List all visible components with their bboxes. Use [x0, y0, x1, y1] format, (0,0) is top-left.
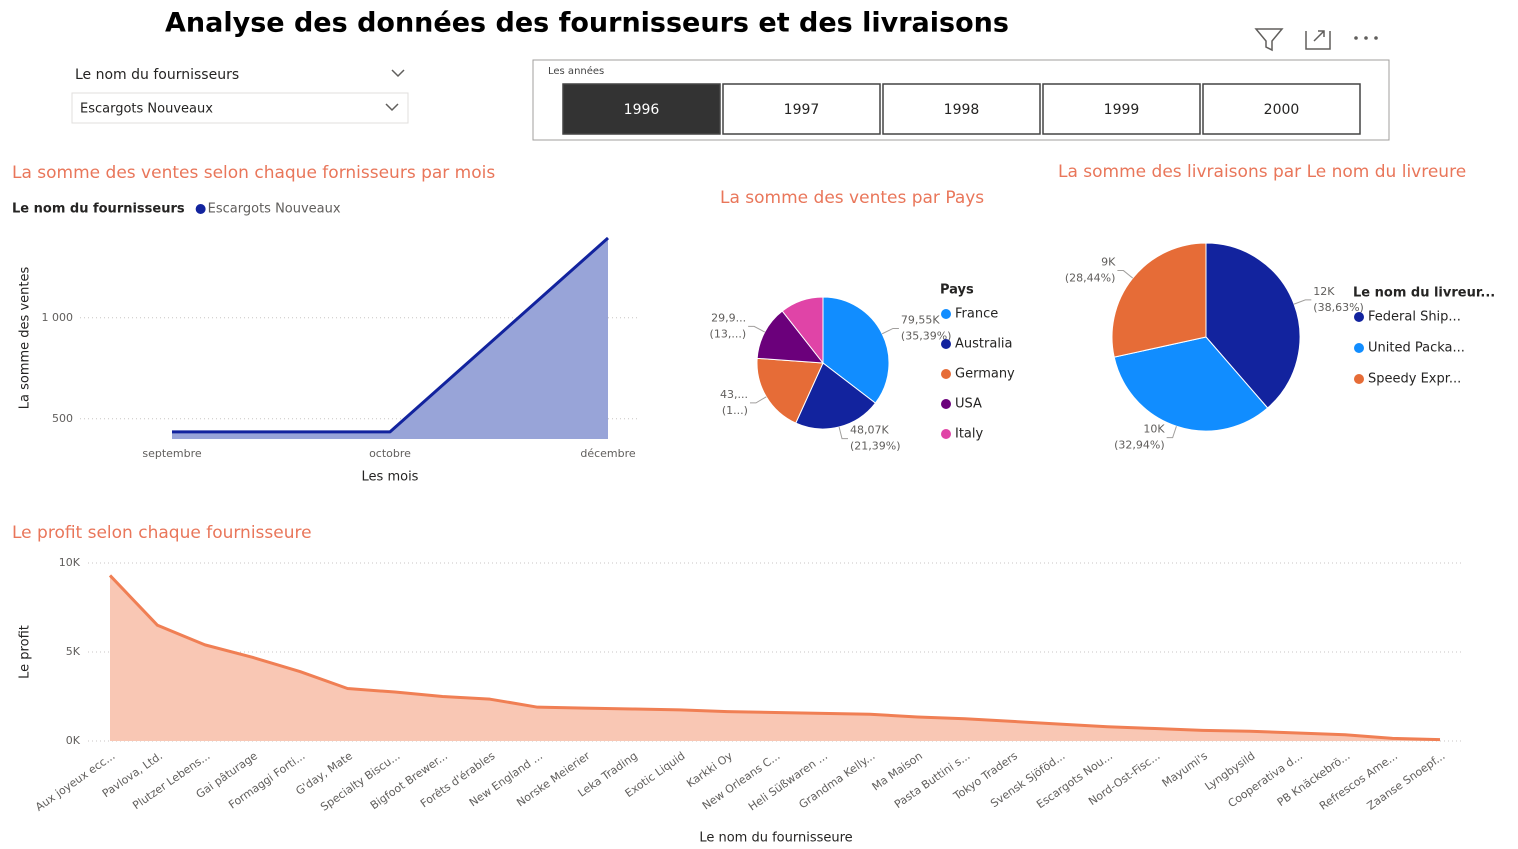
- pie-slice: [822, 296, 890, 404]
- slicer-frame: [532, 59, 1390, 141]
- dropdown-chevron[interactable]: [385, 103, 399, 112]
- legend-marker[interactable]: [941, 339, 951, 349]
- legend-label[interactable]: Italy: [955, 427, 984, 442]
- data-label: 9K: [1101, 256, 1116, 269]
- legend-label[interactable]: Germany: [955, 367, 1015, 382]
- y-axis-title: La somme des ventes: [18, 267, 33, 410]
- year-button[interactable]: [562, 83, 721, 135]
- charts: La somme des ventes selon chaque forniss…: [12, 162, 1495, 846]
- legend-label[interactable]: USA: [955, 397, 982, 412]
- y-tick-label: 10K: [59, 556, 81, 569]
- x-tick-label: décembre: [580, 447, 636, 460]
- legend-marker[interactable]: [1354, 374, 1364, 384]
- year-label[interactable]: 1997: [784, 102, 820, 118]
- y-tick-label: 0K: [66, 734, 81, 747]
- year-buttons: 1996 1997 1998 1999 2000: [562, 83, 1361, 135]
- data-label-percent: (38,63%): [1313, 301, 1364, 314]
- area-fill: [110, 575, 1440, 741]
- data-label: 48,07K: [850, 424, 889, 437]
- data-label-percent: (13,...): [710, 327, 747, 340]
- slicer-chevron[interactable]: [391, 69, 405, 78]
- leader-line: [749, 396, 767, 404]
- y-tick-label: 500: [52, 412, 73, 425]
- data-label: 12K: [1313, 285, 1335, 298]
- year-label[interactable]: 1996: [624, 102, 660, 118]
- slicer-dropdown[interactable]: [71, 92, 409, 124]
- legend-marker[interactable]: [941, 369, 951, 379]
- data-label-percent: (1...): [722, 404, 748, 417]
- legend-marker[interactable]: [941, 399, 951, 409]
- data-label-percent: (28,44%): [1065, 272, 1116, 285]
- pie-slice: [756, 357, 824, 424]
- legend-marker[interactable]: [941, 309, 951, 319]
- y-axis-title: Le profit: [18, 625, 33, 679]
- year-label[interactable]: 2000: [1264, 102, 1300, 118]
- slicer-label: Le nom du fournisseurs: [75, 67, 239, 83]
- legend-label[interactable]: United Packa...: [1368, 341, 1465, 356]
- chart-title: La somme des ventes selon chaque forniss…: [12, 163, 495, 183]
- legend-marker[interactable]: [1354, 343, 1364, 353]
- line: [108, 574, 1441, 742]
- leader-line: [881, 327, 899, 335]
- legend-label[interactable]: Federal Ship...: [1368, 310, 1461, 325]
- data-label: 79,55K: [901, 313, 940, 326]
- chart-title: La somme des livraisons par Le nom du li…: [1058, 162, 1466, 182]
- year-button[interactable]: [882, 83, 1041, 135]
- year-button[interactable]: [1202, 83, 1361, 135]
- legend-label[interactable]: France: [955, 307, 998, 322]
- leader-line: [1117, 270, 1134, 279]
- pie-slice: [1113, 336, 1269, 432]
- legend-title: Le nom du livreur...: [1353, 286, 1495, 301]
- legend-marker[interactable]: [941, 429, 951, 439]
- pie-slice: [1205, 242, 1301, 409]
- leader-line: [748, 325, 765, 333]
- leader-line: [1166, 426, 1177, 439]
- x-axis-title: Les mois: [362, 470, 419, 485]
- year-button[interactable]: [722, 83, 881, 135]
- y-tick-label: 1 000: [42, 311, 74, 324]
- focus-icon[interactable]: [1305, 30, 1331, 50]
- data-label: 10K: [1143, 423, 1165, 436]
- slicer-label: Les années: [548, 65, 604, 77]
- chart-title: Le profit selon chaque fournisseure: [12, 523, 312, 543]
- legend-title: Pays: [940, 283, 974, 298]
- page-title: Analyse des données des fournisseurs et …: [165, 8, 1009, 39]
- more-icon[interactable]: [1354, 36, 1378, 40]
- data-label: 29,9...: [711, 311, 746, 324]
- line: [172, 236, 609, 434]
- data-label-percent: (21,39%): [850, 440, 901, 453]
- year-label[interactable]: 1999: [1104, 102, 1140, 118]
- legend-label[interactable]: Speedy Expr...: [1368, 372, 1461, 387]
- legend-label: Escargots Nouveaux: [208, 202, 341, 217]
- x-axis-title: Le nom du fournisseure: [699, 831, 852, 846]
- legend-marker: [195, 204, 206, 214]
- leader-line: [838, 426, 849, 440]
- pie-slice: [781, 296, 824, 365]
- legend-title: Le nom du fournisseurs: [12, 202, 185, 217]
- pie-slice: [1111, 242, 1207, 358]
- slicer-selected[interactable]: Escargots Nouveaux: [80, 102, 213, 117]
- filter-icon[interactable]: [1254, 28, 1284, 52]
- x-tick-label: octobre: [369, 447, 411, 460]
- year-button[interactable]: [1042, 83, 1201, 135]
- data-label-percent: (35,39%): [901, 329, 952, 342]
- legend-marker[interactable]: [1354, 312, 1364, 322]
- y-tick-label: 5K: [66, 645, 81, 658]
- legend-label[interactable]: Australia: [955, 337, 1013, 352]
- leader-line: [1293, 299, 1312, 305]
- pie-slice: [756, 310, 825, 364]
- area-fill: [172, 238, 608, 439]
- year-label[interactable]: 1998: [944, 102, 980, 118]
- data-label: 43,...: [720, 388, 748, 401]
- chart-title: La somme des ventes par Pays: [720, 188, 984, 208]
- x-tick-label: septembre: [142, 447, 202, 460]
- data-label-percent: (32,94%): [1114, 439, 1165, 452]
